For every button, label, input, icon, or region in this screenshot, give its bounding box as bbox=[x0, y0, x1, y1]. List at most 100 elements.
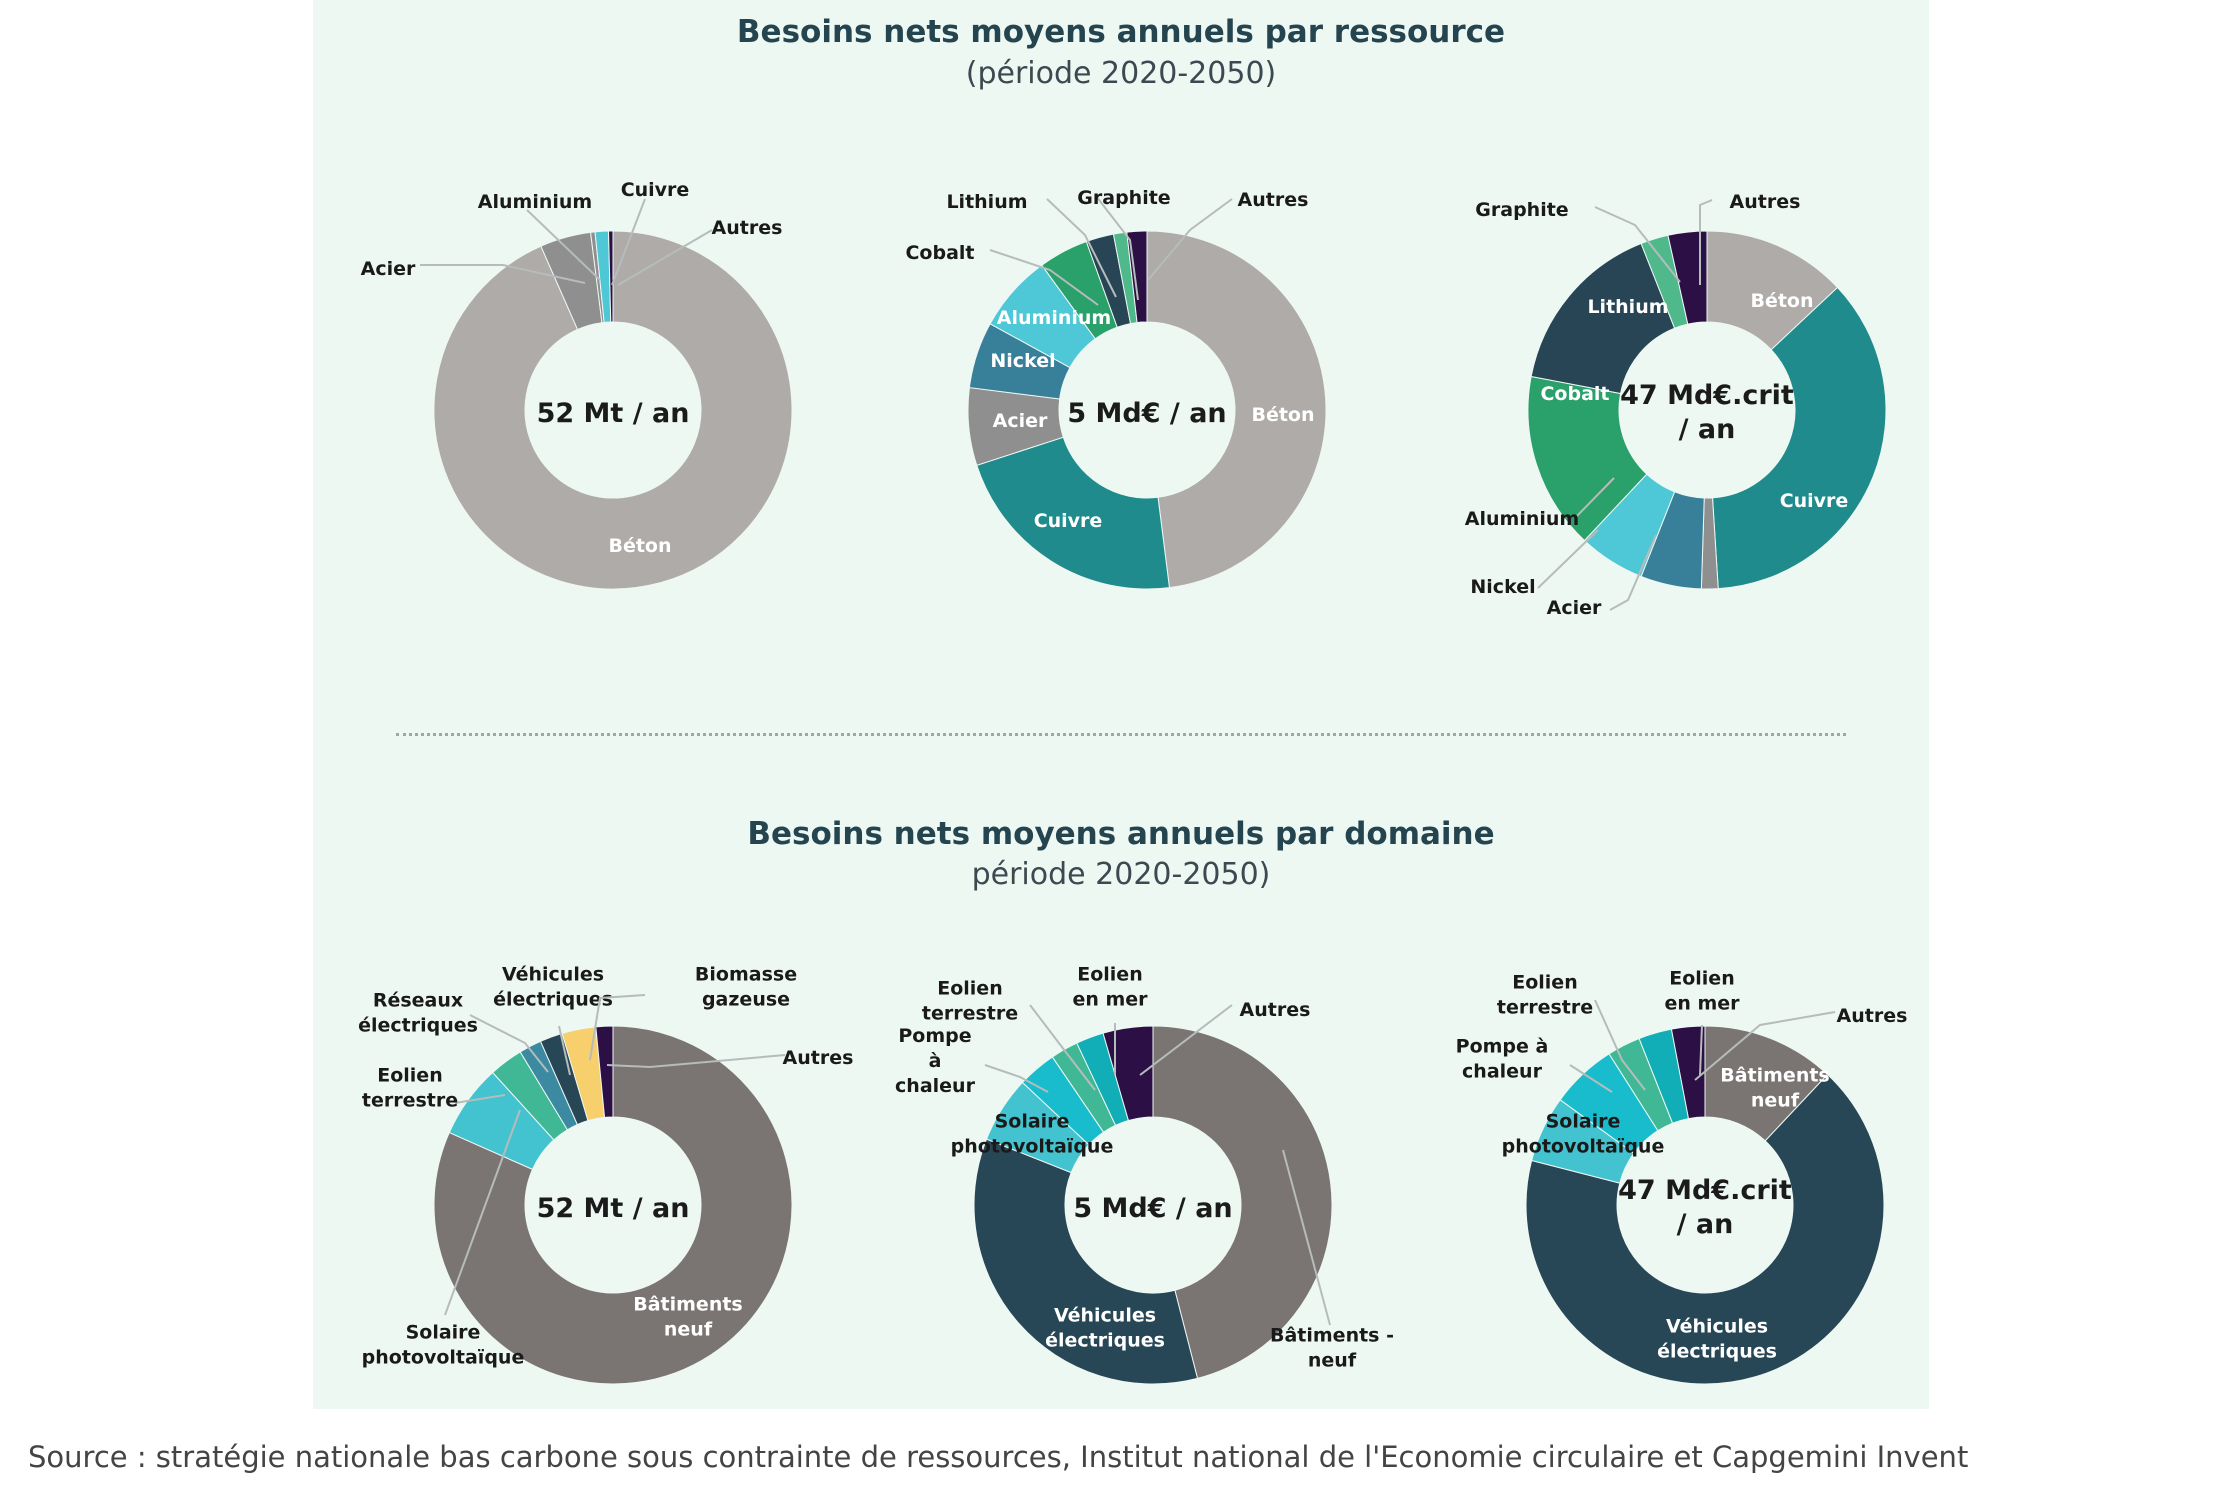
slice-label-text: Eolien bbox=[1512, 972, 1577, 994]
leader-line bbox=[617, 229, 713, 286]
slice-label-text: Béton bbox=[1750, 290, 1813, 312]
slice-label-text: Pompe bbox=[898, 1025, 971, 1047]
slice-beton bbox=[1146, 230, 1327, 589]
section2-subtitle: période 2020-2050) bbox=[971, 857, 1271, 892]
label-pompe-a-chaleur: Pompe à chaleur bbox=[1456, 1036, 1613, 1093]
label-lithium: Lithium bbox=[1587, 296, 1668, 318]
donut-chart-1: 52 Mt / an Béton Acier Aluminium Cuivre Autre… bbox=[361, 179, 793, 590]
slice-label-text: photovoltaïque bbox=[951, 1136, 1114, 1158]
slice-label-text: Solaire bbox=[1546, 1111, 1621, 1133]
slice-label-text: gazeuse bbox=[702, 989, 790, 1011]
label-autres: Autres bbox=[1139, 999, 1311, 1076]
label-beton: Béton bbox=[608, 535, 671, 557]
slice-label-text: Cuivre bbox=[1780, 490, 1849, 512]
label-biomasse-gazeuse: Biomasse gazeuse bbox=[589, 964, 797, 1061]
label-vehicules-electriques: Véhicules électriques bbox=[1657, 1316, 1777, 1363]
label-vehicules-electriques: Véhicules électriques bbox=[493, 964, 613, 1076]
leader-line bbox=[1594, 999, 1646, 1091]
label-autres: Autres bbox=[617, 217, 783, 286]
leader-line bbox=[984, 1064, 1049, 1093]
leader-line bbox=[589, 994, 646, 1061]
center-label: 5 Md€ / an bbox=[1073, 1193, 1232, 1224]
leader-line bbox=[1699, 1024, 1703, 1076]
label-autres: Autres bbox=[1147, 189, 1309, 281]
label-graphite: Graphite bbox=[1077, 187, 1171, 301]
label-vehicules-electriques: Véhicules électriques bbox=[1045, 1305, 1165, 1352]
label-nickel: Nickel bbox=[990, 350, 1055, 372]
slice-label-text: Aluminium bbox=[997, 307, 1111, 329]
slice-label-text: Autres bbox=[1238, 189, 1309, 211]
label-eolien-terrestre: Eolien terrestre bbox=[922, 978, 1096, 1091]
slice-label-text: Lithium bbox=[1587, 296, 1668, 318]
leader-line bbox=[1046, 198, 1117, 298]
slice-label-text: Cuivre bbox=[1034, 510, 1103, 532]
slice-label-text: Pompe à bbox=[1456, 1036, 1549, 1058]
label-batiments-neuf: Bâtiments - neuf bbox=[1270, 1149, 1394, 1372]
label-cuivre: Cuivre bbox=[611, 179, 689, 286]
leader-line bbox=[1574, 477, 1615, 519]
section2-title: Besoins nets moyens annuels par domaine bbox=[747, 816, 1495, 852]
slice-label-text: Bâtiments bbox=[633, 1294, 743, 1316]
slice-label-text: Autres bbox=[1837, 1005, 1908, 1027]
center-label: 47 Md€.crit bbox=[1618, 1175, 1792, 1206]
slice-autres bbox=[1667, 230, 1708, 325]
donut-chart-6: 47 Md€.crit/ an Bâtiments neuf Véhicules éle… bbox=[1456, 968, 1908, 1385]
section1-subtitle: (période 2020-2050) bbox=[965, 56, 1277, 91]
slice-label-text: Acier bbox=[361, 258, 416, 280]
slice-label-text: en mer bbox=[1072, 989, 1148, 1011]
label-autres: Autres bbox=[1699, 191, 1800, 285]
slice-cuivre bbox=[976, 436, 1170, 590]
label-cobalt: Cobalt bbox=[1540, 383, 1609, 405]
slice-label-text: en mer bbox=[1664, 993, 1740, 1015]
label-aluminium: Aluminium bbox=[997, 307, 1111, 329]
donut-chart-3: 47 Md€.crit/ an Béton Cuivre Acier Nickel Alu… bbox=[1465, 191, 1887, 619]
label-autres: Autres bbox=[1694, 1005, 1908, 1081]
slice-label-text: Solaire bbox=[995, 1111, 1070, 1133]
slice-batiments-neuf bbox=[1152, 1025, 1333, 1379]
slice-label-text: Aluminium bbox=[478, 191, 592, 213]
slice-autres bbox=[595, 1025, 614, 1118]
slice-beton bbox=[433, 230, 793, 590]
slice-cuivre bbox=[1711, 286, 1887, 590]
slice-autres bbox=[607, 230, 614, 323]
slice-label-text: Biomasse bbox=[695, 964, 797, 986]
slice-lithium bbox=[1530, 242, 1676, 395]
slice-label-text: photovoltaïque bbox=[1502, 1136, 1665, 1158]
label-beton: Béton bbox=[1251, 404, 1314, 426]
slice-label-text: Solaire bbox=[406, 1322, 481, 1344]
label-acier: Acier bbox=[993, 410, 1048, 432]
slice-label-text: Béton bbox=[608, 535, 671, 557]
label-solaire-photovoltaique: Solaire photovoltaïque bbox=[951, 1111, 1114, 1158]
slice-label-text: Autres bbox=[712, 217, 783, 239]
slice-label-text: chaleur bbox=[1462, 1061, 1543, 1083]
slice-label-text: Béton bbox=[1251, 404, 1314, 426]
source-note: Source : stratégie nationale bas carbone… bbox=[28, 1440, 1969, 1474]
slice-label-text: Eolien bbox=[937, 978, 1002, 1000]
slice-label-text: neuf bbox=[664, 1319, 713, 1341]
center-label: 52 Mt / an bbox=[537, 398, 690, 429]
slice-label-text: Eolien bbox=[1077, 964, 1142, 986]
donut-chart-4: 52 Mt / an Bâtiments neuf Solaire photovolta… bbox=[358, 964, 853, 1385]
slice-label-text: électriques bbox=[358, 1015, 478, 1037]
slice-label-text: à bbox=[929, 1050, 942, 1072]
slice-label-text: Acier bbox=[993, 410, 1048, 432]
label-cobalt: Cobalt bbox=[905, 242, 1099, 306]
label-eolien-en-mer: Eolien en mer bbox=[1664, 968, 1740, 1076]
label-lithium: Lithium bbox=[946, 191, 1117, 298]
slice-label-text: Autres bbox=[783, 1047, 854, 1069]
center-label: 47 Md€.crit bbox=[1620, 380, 1794, 411]
leader-line bbox=[1609, 534, 1657, 611]
leader-line bbox=[444, 1109, 521, 1316]
slice-batiments-neuf bbox=[433, 1025, 793, 1385]
label-nickel: Nickel bbox=[1470, 529, 1599, 598]
leader-line bbox=[1139, 1004, 1233, 1076]
label-aluminium: Aluminium bbox=[1465, 477, 1615, 530]
slice-label-text: Véhicules bbox=[1666, 1316, 1768, 1338]
slice-label-text: Véhicules bbox=[1054, 1305, 1156, 1327]
leader-line bbox=[526, 209, 601, 281]
slice-label-text: Autres bbox=[1240, 999, 1311, 1021]
donut-chart-5: 5 Md€ / an Bâtiments - neuf Véhicules électr… bbox=[895, 964, 1394, 1385]
leader-line bbox=[1095, 195, 1139, 301]
label-reseaux-electriques: Réseaux électriques bbox=[358, 990, 549, 1073]
label-batiments-neuf: Bâtiments neuf bbox=[633, 1294, 743, 1341]
